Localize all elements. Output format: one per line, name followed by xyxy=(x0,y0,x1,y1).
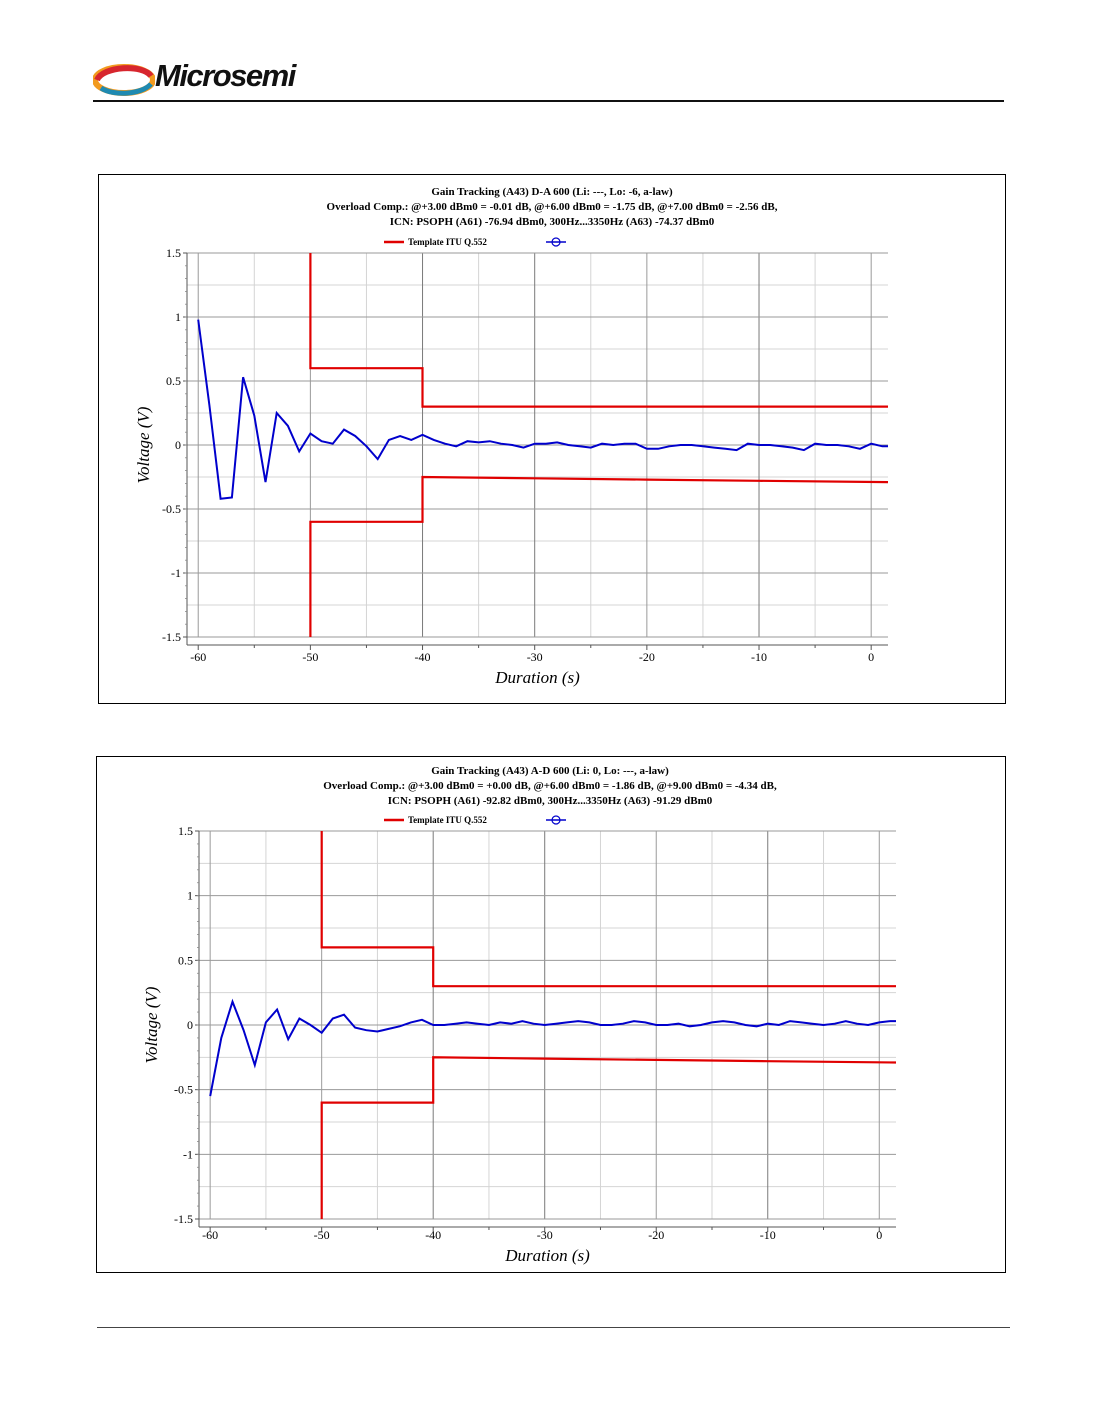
chart-2-x-tick-label: -30 xyxy=(537,1228,553,1242)
chart-1-x-tick-label: -40 xyxy=(415,650,431,664)
chart-1-y-tick-label: -1 xyxy=(171,566,181,580)
chart-2: Gain Tracking (A43) A-D 600 (Li: 0, Lo: … xyxy=(96,756,1006,1273)
chart-1-x-tick-label: -30 xyxy=(527,650,543,664)
page-header: Microsemi xyxy=(93,56,1003,102)
chart-1-x-tick-label: -50 xyxy=(302,650,318,664)
chart-1-y-tick-label: 0 xyxy=(175,438,181,452)
chart-1-y-tick-label: -0.5 xyxy=(162,502,181,516)
logo-swoosh-red xyxy=(94,65,154,82)
chart-2-y-tick-label: 1.5 xyxy=(178,824,193,838)
chart-1: Gain Tracking (A43) D-A 600 (Li: ---, Lo… xyxy=(98,174,1006,704)
chart-2-legend-measured-marker xyxy=(551,815,561,825)
chart-1-measured-series-line xyxy=(197,319,888,500)
chart-2-y-tick-label: -1.5 xyxy=(174,1212,193,1226)
chart-2-legend-template-label: Template ITU Q.552 xyxy=(408,815,487,825)
chart-1-title-line-3: ICN: PSOPH (A61) -76.94 dBm0, 300Hz...33… xyxy=(390,216,715,228)
chart-1-title-line-1: Gain Tracking (A43) D-A 600 (Li: ---, Lo… xyxy=(431,186,673,198)
chart-2-y-tick-label: -0.5 xyxy=(174,1083,193,1097)
chart-1-y-axis-label: Voltage (V) xyxy=(134,406,153,483)
chart-2-title-line-3: ICN: PSOPH (A61) -92.82 dBm0, 300Hz...33… xyxy=(388,795,713,807)
microsemi-logo-icon xyxy=(93,64,155,96)
chart-1-svg: Gain Tracking (A43) D-A 600 (Li: ---, Lo… xyxy=(134,186,889,687)
chart-2-measured-series-line xyxy=(209,998,896,1097)
chart-2-template-upper-line xyxy=(320,831,896,988)
chart-2-y-tick-label: -1 xyxy=(183,1147,193,1161)
chart-1-legend-template-label: Template ITU Q.552 xyxy=(408,237,487,247)
chart-2-y-axis-label: Voltage (V) xyxy=(142,986,161,1063)
chart-2-y-tick-label: 0 xyxy=(187,1018,193,1032)
chart-2-y-tick-label: 0.5 xyxy=(178,953,193,967)
chart-2-x-axis-label: Duration (s) xyxy=(504,1246,590,1265)
chart-2-template-lower-line xyxy=(320,1056,897,1219)
chart-1-x-axis-label: Duration (s) xyxy=(494,668,580,687)
chart-2-x-tick-label: -10 xyxy=(760,1228,776,1242)
header-divider xyxy=(93,100,1004,102)
logo-wordmark: Microsemi xyxy=(155,58,296,93)
chart-2-title-line-1: Gain Tracking (A43) A-D 600 (Li: 0, Lo: … xyxy=(431,765,669,777)
chart-1-template-upper-line xyxy=(309,253,888,408)
chart-1-x-tick-label: -20 xyxy=(639,650,655,664)
chart-1-x-tick-label: -10 xyxy=(751,650,767,664)
chart-1-y-tick-label: 0.5 xyxy=(166,374,181,388)
chart-2-x-tick-label: 0 xyxy=(876,1228,882,1242)
chart-1-y-tick-label: -1.5 xyxy=(162,630,181,644)
chart-2-x-tick-label: -50 xyxy=(314,1228,330,1242)
footer-divider xyxy=(97,1327,1010,1328)
chart-1-title-line-2: Overload Comp.: @+3.00 dBm0 = -0.01 dB, … xyxy=(327,201,778,213)
chart-1-y-tick-label: 1.5 xyxy=(166,246,181,260)
chart-1-legend-measured-marker xyxy=(551,237,561,247)
logo-swoosh-teal xyxy=(99,82,153,96)
chart-2-x-tick-label: -40 xyxy=(425,1228,441,1242)
chart-2-title-line-2: Overload Comp.: @+3.00 dBm0 = +0.00 dB, … xyxy=(323,780,777,792)
chart-2-x-tick-label: -60 xyxy=(202,1228,218,1242)
chart-2-y-tick-label: 1 xyxy=(187,889,193,903)
chart-2-svg: Gain Tracking (A43) A-D 600 (Li: 0, Lo: … xyxy=(142,765,897,1265)
chart-1-x-tick-label: 0 xyxy=(868,650,874,664)
chart-1-template-lower-line xyxy=(309,475,889,637)
chart-2-x-tick-label: -20 xyxy=(648,1228,664,1242)
chart-1-x-tick-label: -60 xyxy=(190,650,206,664)
chart-1-y-tick-label: 1 xyxy=(175,310,181,324)
